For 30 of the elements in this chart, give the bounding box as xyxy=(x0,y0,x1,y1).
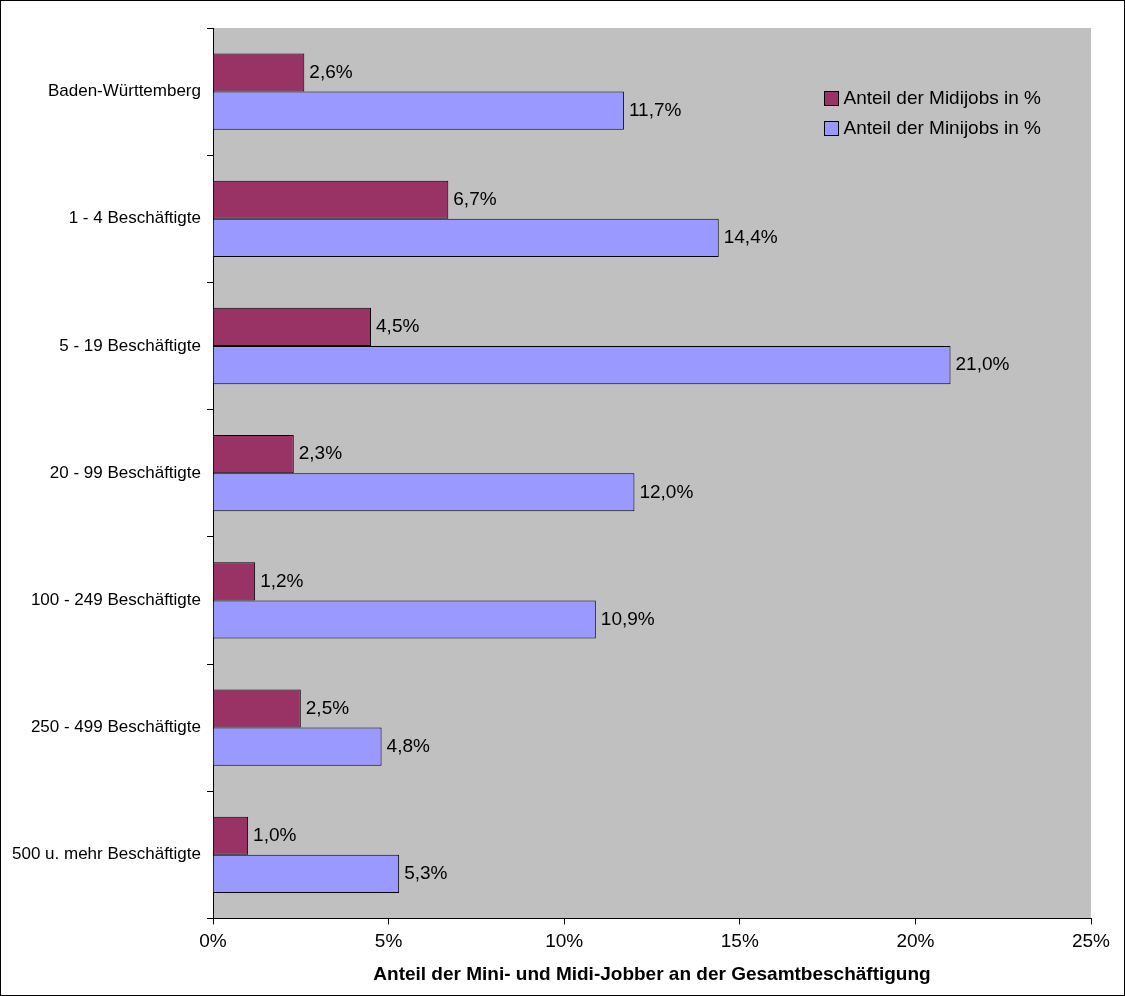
y-tick-label: 20 - 99 Beschäftigte xyxy=(49,462,201,482)
x-tick-label: 10% xyxy=(545,930,584,952)
data-label: 1,0% xyxy=(253,823,297,845)
y-tick-label: 500 u. mehr Beschäftigte xyxy=(11,844,201,864)
data-label: 6,7% xyxy=(453,187,497,209)
y-tick-label: 100 - 249 Beschäftigte xyxy=(30,590,201,610)
x-axis-title: Anteil der Mini- und Midi-Jobber an der Gesamtbeschäftigung xyxy=(373,962,931,984)
data-label: 2,5% xyxy=(305,696,350,718)
data-label: 2,6% xyxy=(309,60,353,82)
data-label: 2,3% xyxy=(298,442,343,464)
y-tick-label: 250 - 499 Beschäftigte xyxy=(30,717,201,737)
data-label: 12,0% xyxy=(639,480,694,502)
data-label: 11,7% xyxy=(628,98,682,120)
data-label: 4,5% xyxy=(376,315,420,337)
data-label: 21,0% xyxy=(955,353,1010,375)
legend-label: Anteil der Midijobs in % xyxy=(843,86,1041,110)
x-tick-label: 20% xyxy=(896,930,935,952)
data-label: 10,9% xyxy=(600,607,655,629)
data-label: 1,2% xyxy=(260,569,304,591)
y-tick-label: 1 - 4 Beschäftigte xyxy=(68,208,201,228)
data-label: 5,3% xyxy=(404,862,448,884)
x-tick-label: 15% xyxy=(720,930,759,952)
x-tick-label: 0% xyxy=(199,930,227,952)
y-tick-label: Baden-Württemberg xyxy=(47,81,201,101)
y-tick-label: 5 - 19 Beschäftigte xyxy=(59,335,201,355)
data-label: 14,4% xyxy=(723,226,778,248)
x-tick-label: 5% xyxy=(374,930,403,952)
legend-label: Anteil der Minijobs in % xyxy=(843,116,1041,140)
data-label: 4,8% xyxy=(386,734,430,756)
x-tick-label: 25% xyxy=(1071,930,1111,952)
